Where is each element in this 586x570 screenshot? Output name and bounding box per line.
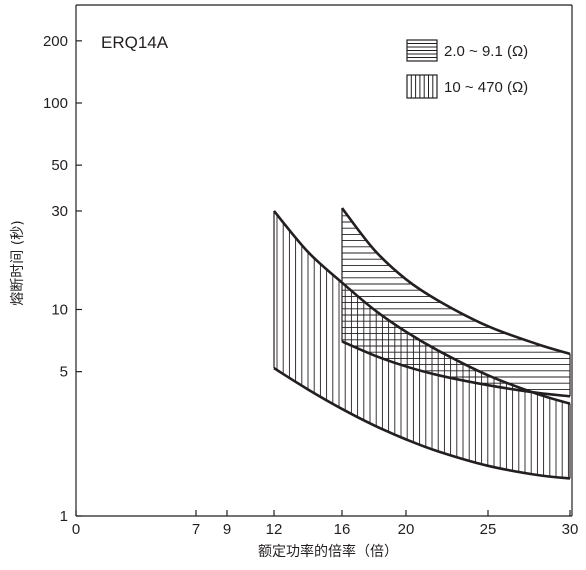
- y-axis-ticks: 1 5 10 30 50 100 200: [43, 33, 82, 525]
- series-2-9-lower-curve: [341, 340, 571, 398]
- legend-label-2-9: 2.0 ~ 9.1 (Ω): [444, 43, 528, 60]
- legend-swatch-lines: [410, 75, 434, 98]
- x-axis-ticks: 0 7 9 12 16 20 25 30: [72, 510, 579, 538]
- legend-label-10-470: 10 ~ 470 (Ω): [444, 79, 528, 96]
- x-tick-label: 12: [266, 521, 283, 538]
- legend-item-2-9: 2.0 ~ 9.1 (Ω): [406, 39, 528, 62]
- y-axis-title: 熔断时间 (秒): [10, 220, 26, 305]
- y-tick-label: 10: [51, 302, 68, 319]
- chart-title: ERQ14A: [101, 33, 169, 52]
- x-tick-label: 20: [398, 521, 415, 538]
- plot-frame: [75, 4, 573, 517]
- series-2-9-upper-curve: [340, 207, 571, 356]
- series-outlines: [272, 207, 571, 480]
- x-tick-label: 16: [334, 521, 351, 538]
- x-tick-label: 0: [72, 521, 80, 538]
- legend-swatch-vertical-hatch: [406, 74, 438, 99]
- y-tick-label: 5: [60, 364, 68, 381]
- y-tick-label: 50: [51, 157, 68, 174]
- x-tick-label: 30: [562, 521, 579, 538]
- y-tick-label: 30: [51, 203, 68, 220]
- series-10-470-upper-curve: [272, 210, 571, 405]
- legend-item-10-470: 10 ~ 470 (Ω): [406, 74, 528, 99]
- x-tick-label: 7: [192, 521, 200, 538]
- legend-swatch-lines: [407, 43, 437, 58]
- y-tick-label: 100: [43, 95, 68, 112]
- y-tick-label: 1: [60, 508, 68, 525]
- x-tick-label: 25: [480, 521, 497, 538]
- legend: 2.0 ~ 9.1 (Ω) 10 ~ 470 (Ω): [406, 39, 528, 99]
- series-10-470-lower-curve: [273, 367, 571, 480]
- y-tick-label: 200: [43, 33, 68, 50]
- x-axis-title: 额定功率的倍率（倍）: [258, 543, 398, 560]
- x-tick-label: 9: [223, 521, 231, 538]
